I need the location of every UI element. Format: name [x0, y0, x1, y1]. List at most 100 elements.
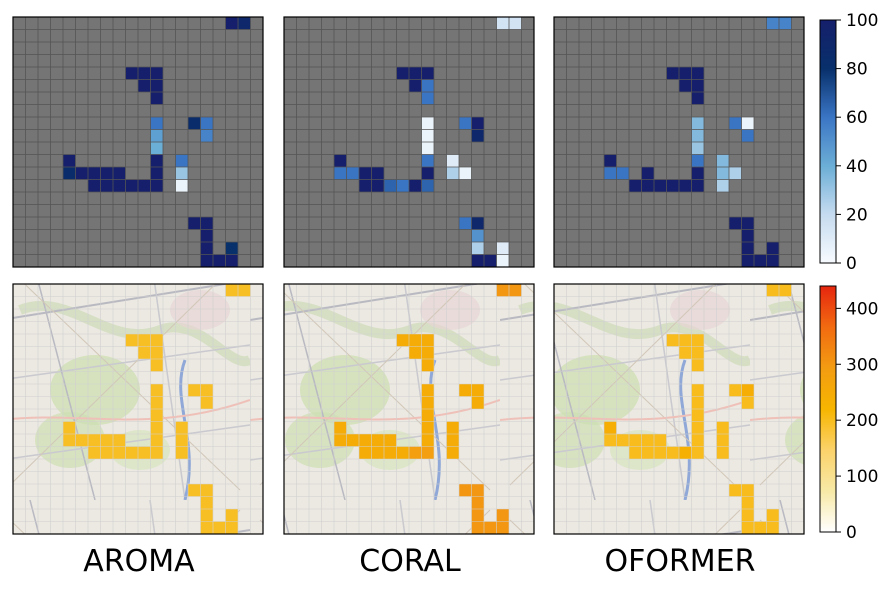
heatmap-cell: [421, 79, 434, 92]
heatmap-cell: [384, 434, 397, 447]
bottom-panel-aroma: [12, 283, 264, 535]
panel-title-coral: CORAL: [359, 544, 461, 579]
heatmap-cell: [691, 179, 704, 192]
heatmap-cell: [113, 434, 126, 447]
heatmap-cell: [334, 434, 347, 447]
heatmap-cell: [691, 421, 704, 434]
heatmap-cell: [496, 509, 509, 522]
heatmap-cell: [484, 254, 497, 267]
heatmap-cell: [100, 434, 113, 447]
heatmap-cell: [509, 17, 522, 30]
heatmap-cell: [63, 421, 76, 434]
heatmap-cell: [150, 154, 163, 167]
heatmap-cell: [384, 446, 397, 459]
heatmap-cell: [471, 254, 484, 267]
heatmap-cell: [446, 446, 459, 459]
heatmap-cell: [766, 284, 779, 297]
heatmap-cell: [604, 154, 617, 167]
heatmap-cell: [654, 179, 667, 192]
heatmap-cell: [225, 284, 238, 297]
colorbar-top: 0 20 40 60 80 100: [819, 11, 878, 274]
colorbar-top-tick-label: 40: [846, 157, 868, 177]
heatmap-cell: [150, 167, 163, 180]
heatmap-cell: [629, 446, 642, 459]
heatmap-cell: [471, 129, 484, 142]
heatmap-cell: [471, 509, 484, 522]
heatmap-cell: [496, 254, 509, 267]
heatmap-cell: [446, 421, 459, 434]
heatmap-cell: [150, 117, 163, 130]
colorbar-bottom: 0 100 200 300 400: [819, 285, 878, 543]
heatmap-cell: [471, 217, 484, 230]
heatmap-cell: [421, 142, 434, 155]
heatmap-cell: [200, 229, 213, 242]
bottom-row-panels: [12, 283, 805, 535]
heatmap-cell: [138, 179, 151, 192]
heatmap-cell: [471, 242, 484, 255]
heatmap-cell: [641, 179, 654, 192]
heatmap-cell: [629, 179, 642, 192]
heatmap-cell: [716, 446, 729, 459]
heatmap-cell: [113, 179, 126, 192]
heatmap-cell: [691, 67, 704, 80]
colorbar-top-tick-label: 20: [846, 205, 868, 225]
colorbar-bottom-tick-label: 200: [846, 411, 878, 431]
heatmap-cell: [691, 117, 704, 130]
heatmap-cell: [371, 446, 384, 459]
heatmap-cell: [471, 396, 484, 409]
heatmap-cell: [679, 446, 692, 459]
heatmap-cell: [175, 421, 188, 434]
heatmap-cell: [766, 521, 779, 534]
heatmap-cell: [200, 396, 213, 409]
bottom-panel-coral: [283, 283, 535, 535]
panel-frame: [12, 283, 264, 535]
heatmap-cell: [409, 79, 422, 92]
heatmap-cell: [691, 92, 704, 105]
heatmap-cell: [666, 446, 679, 459]
panel-frame: [553, 283, 805, 535]
heatmap-cell: [334, 421, 347, 434]
heatmap-cell: [409, 446, 422, 459]
heatmap-cell: [421, 434, 434, 447]
panel-frame: [283, 16, 535, 268]
heatmap-cell: [691, 142, 704, 155]
colorbar-bottom-tick-label: 0: [846, 523, 857, 543]
heatmap-cell: [150, 434, 163, 447]
heatmap-cell: [604, 167, 617, 180]
heatmap-cell: [729, 117, 742, 130]
heatmap-cell: [334, 154, 347, 167]
heatmap-cell: [421, 384, 434, 397]
heatmap-cell: [471, 384, 484, 397]
heatmap-cell: [63, 167, 76, 180]
heatmap-cell: [150, 359, 163, 372]
heatmap-cell: [729, 167, 742, 180]
heatmap-cell: [88, 167, 101, 180]
heatmap-cell: [679, 79, 692, 92]
heatmap-cell: [175, 446, 188, 459]
heatmap-cell: [75, 167, 88, 180]
heatmap-cell: [616, 434, 629, 447]
heatmap-cell: [421, 396, 434, 409]
colorbar-bottom-tick-label: 300: [846, 355, 878, 375]
heatmap-cell: [384, 179, 397, 192]
heatmap-cell: [629, 434, 642, 447]
heatmap-cell: [150, 79, 163, 92]
heatmap-cell: [716, 421, 729, 434]
heatmap-cell: [225, 254, 238, 267]
heatmap-cell: [150, 67, 163, 80]
heatmap-cell: [691, 359, 704, 372]
heatmap-cell: [421, 346, 434, 359]
colorbar-top-tick-label: 0: [846, 254, 857, 274]
heatmap-cell: [729, 217, 742, 230]
top-panel-coral: [283, 16, 535, 268]
heatmap-cell: [371, 179, 384, 192]
heatmap-cell: [496, 17, 509, 30]
heatmap-cell: [188, 384, 201, 397]
heatmap-cell: [150, 384, 163, 397]
heatmap-cell: [359, 434, 372, 447]
heatmap-cell: [150, 346, 163, 359]
colorbar-bottom-tick-label: 400: [846, 299, 878, 319]
panel-title-oformer: OFORMER: [604, 544, 755, 579]
heatmap-cell: [496, 242, 509, 255]
heatmap-cell: [346, 167, 359, 180]
